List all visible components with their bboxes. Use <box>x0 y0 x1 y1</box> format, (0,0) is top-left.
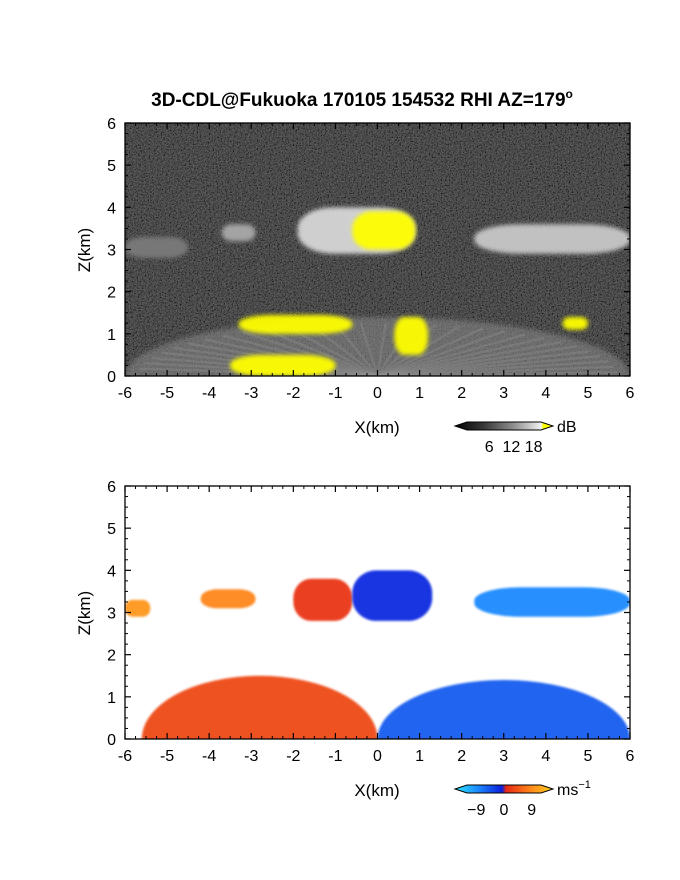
echo-region <box>352 211 416 250</box>
y-tick-label: 1 <box>107 327 116 344</box>
echo-region <box>377 679 630 739</box>
echo-region <box>125 599 151 617</box>
echo-region <box>352 570 433 621</box>
x-tick-label: 2 <box>457 385 466 402</box>
y-tick-label: 4 <box>107 563 116 580</box>
y-tick-label: 0 <box>107 369 116 386</box>
x-tick-label: -2 <box>286 748 300 765</box>
figure-title: 3D-CDL@Fukuoka 170105 154532 RHI AZ=179o <box>151 87 573 111</box>
colorbar-unit: ms−1 <box>557 779 591 799</box>
colorbar-bar <box>453 421 555 431</box>
echo-region <box>221 224 256 242</box>
velocity-axes: -6 -5 -4 -3 -2 -1 0 1 2 3 4 5 6 0 1 2 3 4 5 6 <box>107 479 634 765</box>
echo-region <box>125 236 189 258</box>
colorbar-tick-label: 0 <box>500 802 509 819</box>
velocity-xlabel: X(km) <box>354 781 399 800</box>
x-tick-label: 0 <box>373 385 382 402</box>
y-tick-label: 5 <box>107 158 116 175</box>
backscatter-axes: -6 -5 -4 -3 -2 -1 0 1 2 3 4 5 6 0 1 2 3 4 5 6 <box>107 116 634 402</box>
echo-region <box>238 314 353 334</box>
x-tick-label: -5 <box>160 385 174 402</box>
y-tick-label: 1 <box>107 690 116 707</box>
backscatter-echoes <box>125 207 630 376</box>
velocity-echoes <box>125 570 630 739</box>
x-tick-label: 6 <box>626 385 635 402</box>
x-tick-label: 5 <box>583 748 592 765</box>
x-tick-label: 0 <box>373 748 382 765</box>
x-tick-label: -1 <box>328 748 342 765</box>
echo-region <box>141 675 378 739</box>
y-tick-label: 3 <box>107 606 116 623</box>
velocity-ylabel: Z(km) <box>75 591 94 635</box>
colorbar-tick-label: 9 <box>527 802 536 819</box>
x-tick-label: -6 <box>118 385 132 402</box>
backscatter-ylabel: Z(km) <box>75 228 94 272</box>
x-tick-label: 1 <box>415 748 424 765</box>
x-tick-label: -5 <box>160 748 174 765</box>
backscatter-xlabel: X(km) <box>354 418 399 437</box>
x-tick-label: -3 <box>244 385 258 402</box>
echo-region <box>474 224 630 254</box>
echo-region <box>200 589 256 609</box>
y-tick-label: 3 <box>107 243 116 260</box>
y-tick-label: 4 <box>107 200 116 217</box>
x-tick-label: -4 <box>202 748 216 765</box>
colorbar-unit: dB <box>557 419 577 436</box>
x-tick-label: -4 <box>202 385 216 402</box>
velocity-colorbar: −9 0 9 ms−1 <box>453 779 591 819</box>
echo-region <box>230 354 336 376</box>
x-tick-label: 4 <box>541 748 550 765</box>
x-tick-label: -6 <box>118 748 132 765</box>
x-tick-label: -1 <box>328 385 342 402</box>
colorbar-bar <box>453 784 555 794</box>
echo-region <box>293 578 353 621</box>
y-tick-label: 2 <box>107 285 116 302</box>
backscatter-colorbar: 6 12 18 dB <box>453 419 577 456</box>
x-tick-label: 3 <box>499 385 508 402</box>
x-tick-label: 6 <box>626 748 635 765</box>
x-tick-label: 5 <box>583 385 592 402</box>
velocity-image <box>125 486 630 739</box>
y-tick-label: 6 <box>107 479 116 496</box>
echo-region <box>394 316 428 355</box>
y-tick-label: 5 <box>107 521 116 538</box>
x-tick-label: 4 <box>541 385 550 402</box>
y-tick-label: 0 <box>107 732 116 749</box>
x-tick-label: -2 <box>286 385 300 402</box>
x-tick-label: 3 <box>499 748 508 765</box>
x-tick-label: 1 <box>415 385 424 402</box>
velocity-panel: -6 -5 -4 -3 -2 -1 0 1 2 3 4 5 6 0 1 2 3 4 5 6 X(km) Z(km) −… <box>75 479 635 819</box>
y-tick-label: 6 <box>107 116 116 133</box>
echo-region <box>562 316 588 330</box>
x-tick-label: -3 <box>244 748 258 765</box>
x-tick-label: 2 <box>457 748 466 765</box>
colorbar-tick-label: 12 <box>503 439 521 456</box>
y-tick-label: 2 <box>107 648 116 665</box>
backscatter-image <box>125 123 630 376</box>
colorbar-tick-label: 18 <box>525 439 543 456</box>
echo-region <box>474 587 630 617</box>
colorbar-tick-label: 6 <box>485 439 494 456</box>
colorbar-tick-label: −9 <box>467 802 485 819</box>
